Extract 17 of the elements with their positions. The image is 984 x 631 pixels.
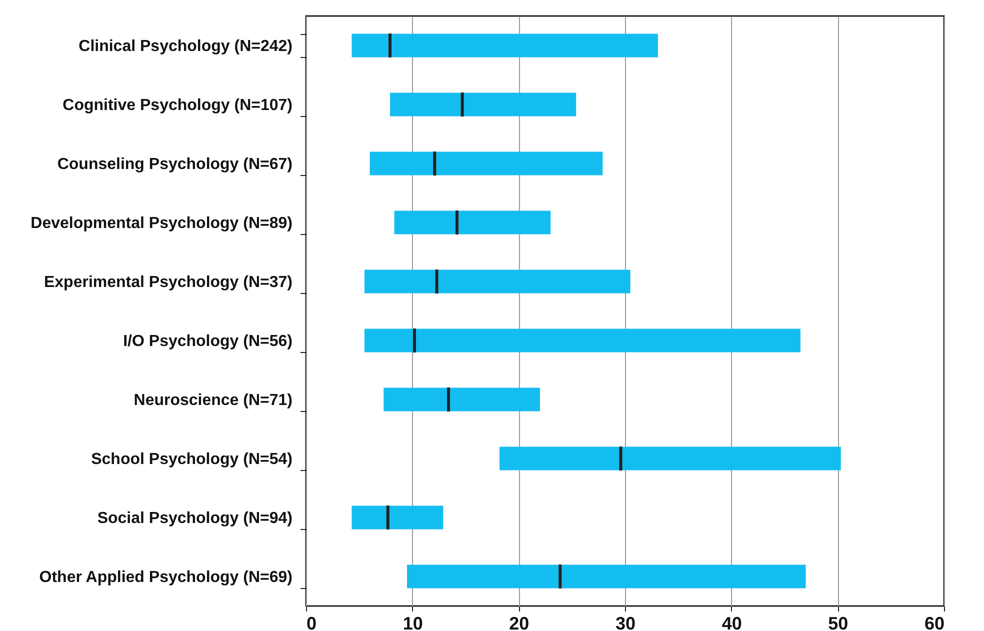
x-tick-label: 20	[509, 614, 530, 631]
y-tick-label: Other Applied Psychology (N=69)	[39, 569, 292, 586]
y-tick-label: Neuroscience (N=71)	[134, 392, 292, 409]
y-tick-label: Cognitive Psychology (N=107)	[62, 97, 292, 114]
x-tick-label: 0	[306, 614, 317, 631]
y-tick-label: Social Psychology (N=94)	[97, 510, 292, 527]
y-tick-label: School Psychology (N=54)	[91, 451, 292, 468]
y-tick-label: Counseling Psychology (N=67)	[57, 156, 292, 173]
y-tick-label: I/O Psychology (N=56)	[123, 333, 292, 350]
x-tick-label: 50	[828, 614, 848, 631]
x-tick-label: 30	[615, 614, 636, 631]
x-tick-label: 10	[402, 614, 423, 631]
x-tick-label: 60	[924, 614, 944, 631]
x-tick-label: 40	[722, 614, 742, 631]
y-tick-label: Developmental Psychology (N=89)	[30, 215, 292, 232]
y-tick-label: Experimental Psychology (N=37)	[44, 274, 292, 291]
y-tick-label: Clinical Psychology (N=242)	[78, 38, 292, 55]
